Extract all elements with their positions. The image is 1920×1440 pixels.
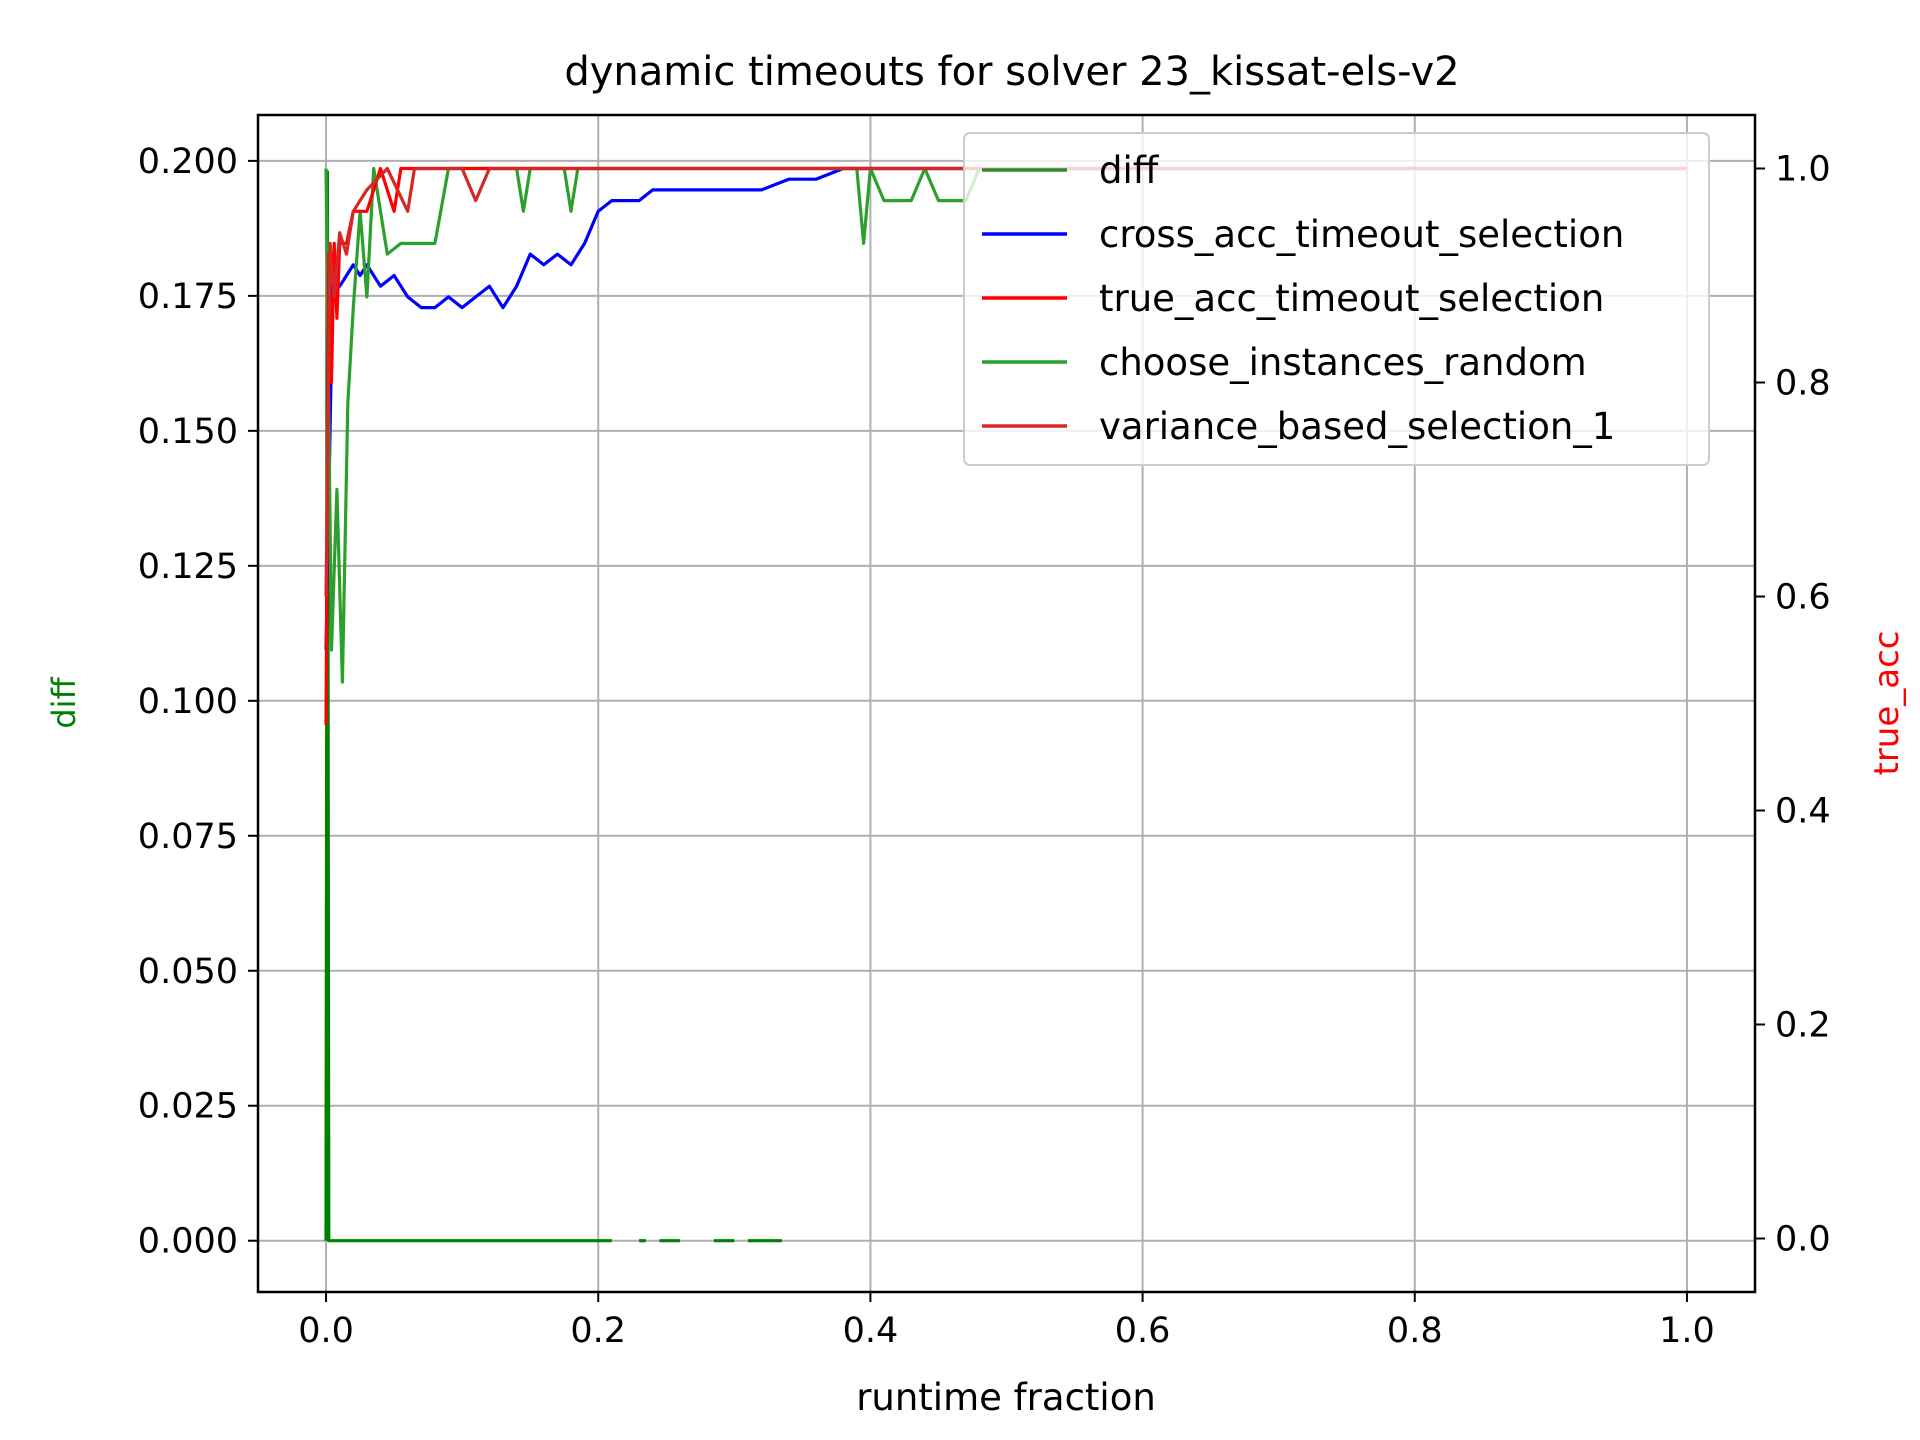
legend-box [963, 132, 1710, 466]
series-line-choose_instances_random [324, 166, 1687, 684]
legend: diff cross_acc_timeout_selection true_acc_… [963, 132, 1710, 466]
y-left-tick-label: 0.000 [138, 1222, 238, 1262]
x-axis-label: runtime fraction [856, 1376, 1156, 1419]
y-left-tick-label: 0.175 [138, 277, 238, 317]
y-axis-left-label: diff [45, 676, 83, 728]
x-tick-label: 0.8 [1387, 1311, 1443, 1351]
legend-label: cross_acc_timeout_selection [1099, 213, 1624, 256]
y-left-tick-label: 0.100 [138, 682, 238, 722]
y-right-tick-label: 0.0 [1775, 1220, 1831, 1260]
y-left-tick-label: 0.125 [138, 547, 238, 587]
x-tick-label: 0.4 [843, 1311, 899, 1351]
legend-label: choose_instances_random [1099, 341, 1587, 384]
y-left-tick-label: 0.050 [138, 952, 238, 992]
x-tick-label: 0.2 [570, 1311, 626, 1351]
chart-title: dynamic timeouts for solver 23_kissat-el… [564, 49, 1459, 95]
y-right-tick-label: 0.6 [1775, 578, 1831, 618]
y-right-tick-label: 0.4 [1775, 792, 1831, 832]
axes: 0.0 0.2 0.4 0.6 0.8 1.0 0.000 0.025 0.050 0.075 0.… [138, 142, 1831, 1351]
y-axis-right-label: true_acc [1867, 631, 1907, 776]
y-left-tick-label: 0.025 [138, 1087, 238, 1127]
y-left-tick-label: 0.200 [138, 142, 238, 182]
legend-label: diff [1099, 149, 1160, 192]
y-left-tick-label: 0.150 [138, 412, 238, 452]
series-line-cross_acc_timeout_selection [324, 166, 1687, 651]
x-tick-label: 1.0 [1659, 1311, 1715, 1351]
y-right-tick-label: 0.2 [1775, 1006, 1831, 1046]
plot-frame [256, 113, 1757, 1294]
legend-label: true_acc_timeout_selection [1099, 277, 1604, 320]
y-right-tick-label: 0.8 [1775, 364, 1831, 404]
series-line-variance_based_selection_1 [324, 166, 1687, 597]
y-left-tick-label: 0.075 [138, 817, 238, 857]
x-tick-label: 0.6 [1115, 1311, 1171, 1351]
y-right-tick-label: 1.0 [1775, 150, 1831, 190]
x-tick-label: 0.0 [298, 1311, 354, 1351]
legend-label: variance_based_selection_1 [1099, 405, 1615, 448]
plot-series [324, 166, 1687, 1243]
